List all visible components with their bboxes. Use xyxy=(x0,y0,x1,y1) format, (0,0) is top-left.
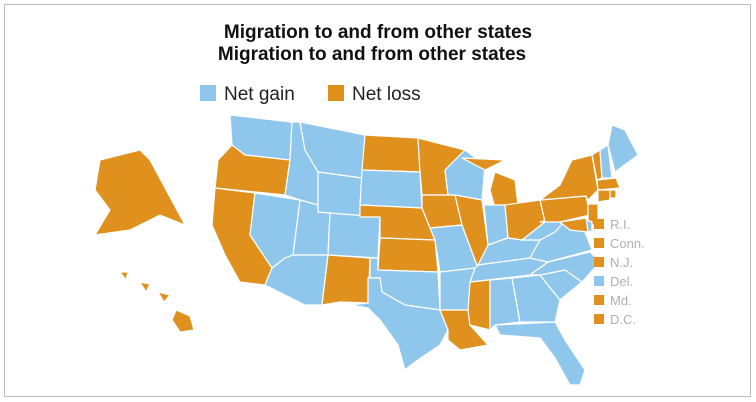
state xyxy=(359,169,423,209)
small-state-swatch xyxy=(594,238,604,248)
state xyxy=(607,124,639,173)
small-state-label: D.C. xyxy=(610,312,636,327)
state xyxy=(596,177,621,191)
legend-label: Net loss xyxy=(352,84,421,105)
small-state-swatch xyxy=(594,295,604,305)
state xyxy=(597,189,611,203)
state xyxy=(171,309,195,333)
small-state-swatch xyxy=(594,314,604,324)
state xyxy=(377,237,439,273)
legend: Net gain Net loss xyxy=(200,84,421,105)
state xyxy=(559,217,589,233)
state xyxy=(494,321,586,386)
small-state-label: Conn. xyxy=(610,236,645,251)
title: Migration to and from other states xyxy=(218,44,526,65)
title: Migration to and from other states xyxy=(224,22,532,43)
state xyxy=(119,271,129,281)
state xyxy=(529,251,601,283)
state xyxy=(461,157,506,171)
state xyxy=(327,212,381,259)
legend-swatch xyxy=(200,85,216,101)
legend-label: Net gain xyxy=(224,84,295,105)
state xyxy=(94,149,186,236)
state xyxy=(609,189,617,199)
state xyxy=(139,281,151,293)
small-state-label: N.J. xyxy=(610,255,633,270)
small-state-swatch xyxy=(594,257,604,267)
small-state-key: R.I. Conn. N.J. Del. Md. D.C. xyxy=(594,217,645,327)
small-state-label: R.I. xyxy=(610,217,630,232)
states xyxy=(94,114,639,386)
state xyxy=(321,254,371,306)
state xyxy=(349,277,449,371)
state xyxy=(317,171,363,218)
state xyxy=(361,134,421,173)
small-state-label: Del. xyxy=(610,274,633,289)
small-state-label: Md. xyxy=(610,293,632,308)
state xyxy=(489,277,521,331)
state xyxy=(467,279,491,331)
legend-swatch xyxy=(328,85,344,101)
small-state-swatch xyxy=(594,219,604,229)
state xyxy=(157,291,171,303)
small-state-swatch xyxy=(594,276,604,286)
